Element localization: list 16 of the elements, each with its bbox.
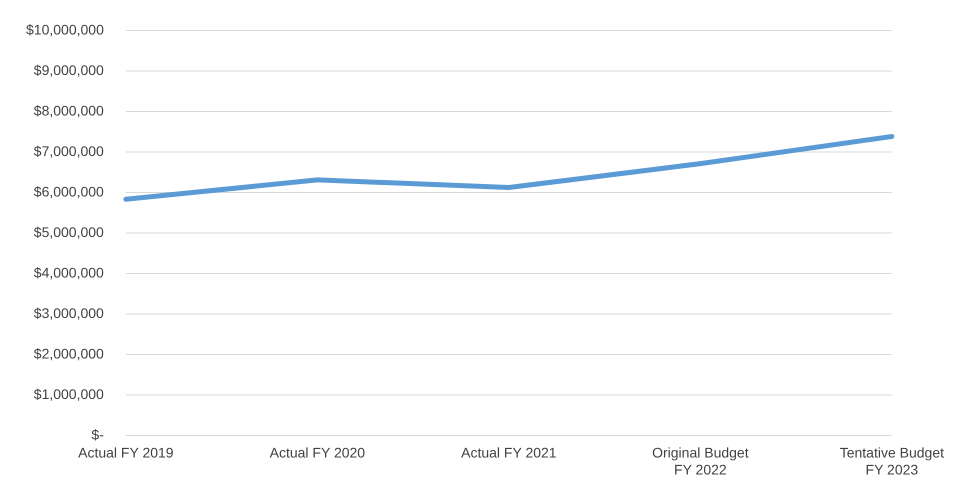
x-tick-label: Tentative Budget FY 2023 xyxy=(840,444,944,478)
y-tick-label: $10,000,000 xyxy=(26,21,104,38)
y-tick-label: $2,000,000 xyxy=(34,345,104,362)
x-tick-label: Original Budget FY 2022 xyxy=(652,444,749,478)
y-tick-label: $6,000,000 xyxy=(34,183,104,200)
y-tick-label: $5,000,000 xyxy=(34,224,104,240)
y-tick-label: $8,000,000 xyxy=(34,102,104,118)
y-tick-label: $1,000,000 xyxy=(34,386,104,402)
y-tick-label: $7,000,000 xyxy=(34,142,104,159)
x-tick-label: Actual FY 2021 xyxy=(461,444,557,461)
y-tick-label: $- xyxy=(91,426,104,442)
x-tick-label: Actual FY 2019 xyxy=(78,444,174,461)
y-tick-label: $4,000,000 xyxy=(34,264,104,280)
x-tick-label: Actual FY 2020 xyxy=(270,444,366,461)
y-tick-label: $3,000,000 xyxy=(34,304,104,321)
y-tick-label: $9,000,000 xyxy=(34,62,104,78)
